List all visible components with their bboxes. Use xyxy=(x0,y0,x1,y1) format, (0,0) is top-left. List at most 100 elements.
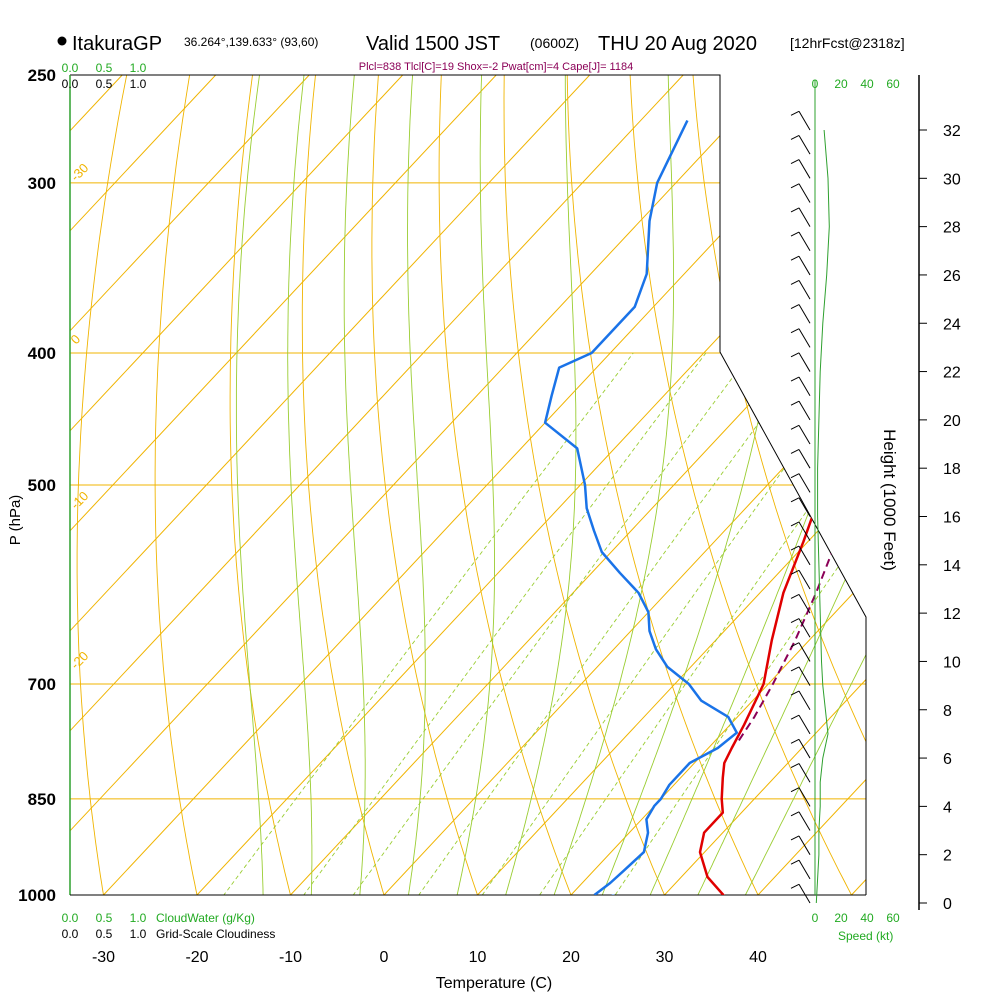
mixing-ratio-label: 5 xyxy=(405,903,421,916)
wind-barb-feather xyxy=(790,763,800,768)
wind-barb-feather xyxy=(790,545,800,551)
wind-barb xyxy=(798,328,811,348)
isotherm-line xyxy=(70,75,591,895)
height-axis-title: Height (1000 Feet) xyxy=(880,429,899,571)
height-tick-label: 2 xyxy=(943,848,952,865)
wind-barb-feather xyxy=(790,231,800,237)
moist-adiabat-line xyxy=(683,75,866,895)
isotherm-line xyxy=(757,75,866,895)
mixing-ratio-label: 3 xyxy=(340,903,356,916)
dewpoint-trace xyxy=(543,119,739,895)
wind-barb xyxy=(798,835,811,855)
dry-adiabat-line xyxy=(628,75,866,895)
wind-barb-feather xyxy=(790,883,800,889)
cloud-water-scale-bottom: 0.0 xyxy=(62,911,79,925)
wind-barb xyxy=(798,666,811,686)
cloud-water-scale-top: 1.0 xyxy=(130,61,147,75)
speed-tick-label-top: 60 xyxy=(886,77,900,91)
wind-barb xyxy=(798,352,811,372)
dry-adiabat-line xyxy=(503,75,678,895)
wind-barb-feather xyxy=(790,642,800,648)
moist-adiabat-line xyxy=(543,75,674,895)
wind-barb xyxy=(798,739,811,759)
wind-barb xyxy=(798,400,811,421)
wind-barb-feather xyxy=(790,666,800,672)
forecast-info: [12hrFcst@2318z] xyxy=(790,35,905,51)
speed-tick-label-bottom: 60 xyxy=(886,911,900,925)
wind-barb xyxy=(798,642,811,662)
moist-adiabat-line xyxy=(287,75,313,895)
temperature-tick-label: -30 xyxy=(92,949,115,966)
wind-barb xyxy=(798,280,811,300)
wind-barb xyxy=(798,376,811,396)
temperature-tick-label: 10 xyxy=(469,949,487,966)
isotherm-line xyxy=(70,75,497,895)
wind-barb xyxy=(798,521,811,541)
dry-adiabat-line xyxy=(229,75,299,895)
cloudiness-scale-bottom: 0.0 xyxy=(62,927,79,941)
mixing-ratio-line xyxy=(461,352,866,895)
cloudiness-scale-top: 1.0 xyxy=(130,77,147,91)
cloudiness-scale-top: 0.0 xyxy=(62,77,79,91)
cloudiness-scale-bottom: 0.5 xyxy=(96,927,113,941)
speed-profile-line xyxy=(815,129,830,904)
pressure-tick-label: 300 xyxy=(28,174,56,193)
temperature-axis: -30 -20 -10 0 10 20 30 40 xyxy=(92,949,767,966)
wind-barb xyxy=(798,618,811,638)
mixing-ratio-line xyxy=(332,352,752,895)
dry-adiabat-line xyxy=(154,75,204,895)
wind-barb xyxy=(798,304,811,324)
moist-adiabat-line xyxy=(730,75,866,895)
plot-border xyxy=(70,74,867,895)
cloud-scale: 0.0 0.0 0.0 0.0 0.5 0.5 0.5 0.5 1.0 1.0 1.0 1.0 xyxy=(62,61,147,941)
plot-frame xyxy=(69,74,920,910)
temperature-trace xyxy=(698,120,866,895)
speed-tick-label-top: 0 xyxy=(812,77,819,91)
height-tick-label: 20 xyxy=(943,413,961,430)
wind-barb xyxy=(798,884,811,904)
wind-barb xyxy=(798,449,811,469)
isotherm-line xyxy=(664,75,866,895)
mixing-ratio-line xyxy=(595,352,866,895)
height-tick-label: 12 xyxy=(943,606,961,623)
isotherm-line xyxy=(70,75,217,895)
moist-adiabat-line xyxy=(590,75,794,895)
height-tick-label: 28 xyxy=(943,220,961,237)
wind-barb xyxy=(798,545,811,566)
cloudiness-label: Grid-Scale Cloudiness xyxy=(156,927,275,941)
wind-barb-feather xyxy=(790,569,800,575)
cloud-water-scale-bottom: 1.0 xyxy=(130,911,147,925)
wind-barb-feather xyxy=(790,400,800,406)
wind-barb xyxy=(798,231,811,252)
wind-barb xyxy=(798,255,811,276)
station-coords: 36.264°,139.633° (93,60) xyxy=(184,35,318,49)
dry-adiabat-line xyxy=(690,75,866,895)
wind-barb xyxy=(798,497,811,517)
pressure-tick-label: 500 xyxy=(28,476,56,495)
height-tick-label: 26 xyxy=(943,268,961,285)
mixing-ratio-line xyxy=(201,352,634,895)
cloud-water-label: CloudWater (g/Kg) xyxy=(156,911,255,925)
wind-barb-feather xyxy=(790,352,800,358)
pressure-axis: 250 300 400 500 700 850 1000 xyxy=(18,66,56,905)
surface-temperature-dot xyxy=(719,894,727,895)
wind-barb-feather xyxy=(790,714,800,720)
wind-barb-feather xyxy=(790,593,800,599)
wind-barb-feather xyxy=(790,521,800,527)
pressure-tick-label: 700 xyxy=(28,675,56,694)
wind-barb-feather xyxy=(790,787,800,793)
speed-tick-label-top: 40 xyxy=(860,77,874,91)
temperature-tick-label: 0 xyxy=(380,949,389,966)
cloud-water-scale-top: 0.5 xyxy=(96,61,113,75)
height-tick-label: 8 xyxy=(943,703,952,720)
wind-barb xyxy=(798,787,811,807)
isotherm-line xyxy=(290,75,866,895)
wind-barb-feather xyxy=(790,811,800,817)
wind-barb-feather xyxy=(790,279,800,285)
speed-tick-label-bottom: 20 xyxy=(834,911,848,925)
wind-barb xyxy=(798,183,811,203)
wind-barb xyxy=(798,473,811,493)
wind-barb xyxy=(798,111,811,131)
speed-tick-label-bottom: 40 xyxy=(860,911,874,925)
speed-tick-label-top: 20 xyxy=(834,77,848,91)
